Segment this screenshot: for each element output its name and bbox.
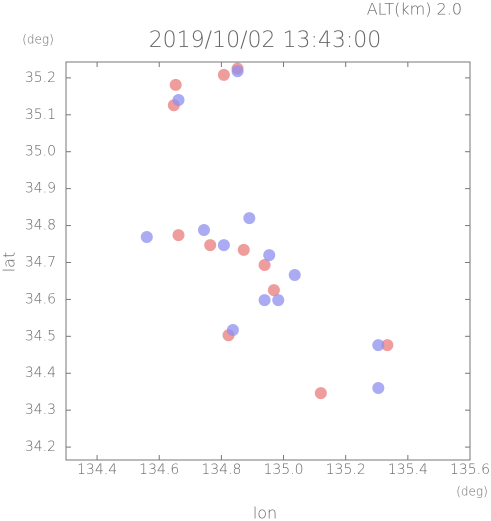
echo-point [217,68,230,81]
echo-point [381,339,394,352]
x-tick-label: 135.6 [450,462,490,478]
echo-point [204,239,217,252]
echo-point [243,212,256,225]
y-tick-label: 35.2 [25,70,56,86]
x-tick-label: 135.0 [263,462,303,478]
echo-point [267,284,280,297]
echo-point [172,94,185,107]
plot-frame [65,61,471,461]
y-tick-label: 34.4 [25,365,56,381]
y-tick-label: 34.7 [25,254,56,270]
x-axis-label: lon [253,504,277,521]
echo-point [197,223,210,236]
y-tick-label: 34.9 [25,181,56,197]
x-tick-label: 134.6 [139,462,179,478]
x-tick-label: 134.4 [77,462,117,478]
echo-point [263,249,276,262]
echo-point [217,239,230,252]
y-tick-label: 34.5 [25,328,56,344]
echo-point [172,229,185,242]
x-tick-label: 135.2 [326,462,366,478]
x-tick-label: 135.4 [388,462,428,478]
echo-point [226,324,239,337]
y-tick-label: 35.1 [25,107,56,123]
y-axis-label: lat [0,252,19,273]
x-tick-label: 134.8 [201,462,241,478]
echo-point [272,294,285,307]
echo-point [237,243,250,256]
x-unit: (deg) [456,485,488,499]
echo-point [314,387,327,400]
echo-point [169,78,182,91]
y-tick-label: 35.0 [25,144,56,160]
y-tick-label: 34.6 [25,291,56,307]
echo-point [258,294,271,307]
echo-point [258,259,271,272]
echo-point [288,269,301,282]
chart-subtitle: ALT(km) 2.0 [367,0,462,19]
y-tick-label: 34.3 [25,402,56,418]
chart-title: 2019/10/02 13:43:00 [149,28,382,53]
y-unit: (deg) [22,33,54,47]
echo-point [140,231,153,244]
y-tick-label: 34.8 [25,218,56,234]
echo-point [231,65,244,78]
echo-point [372,339,385,352]
echo-point [372,382,385,395]
y-tick-label: 34.2 [25,439,56,455]
